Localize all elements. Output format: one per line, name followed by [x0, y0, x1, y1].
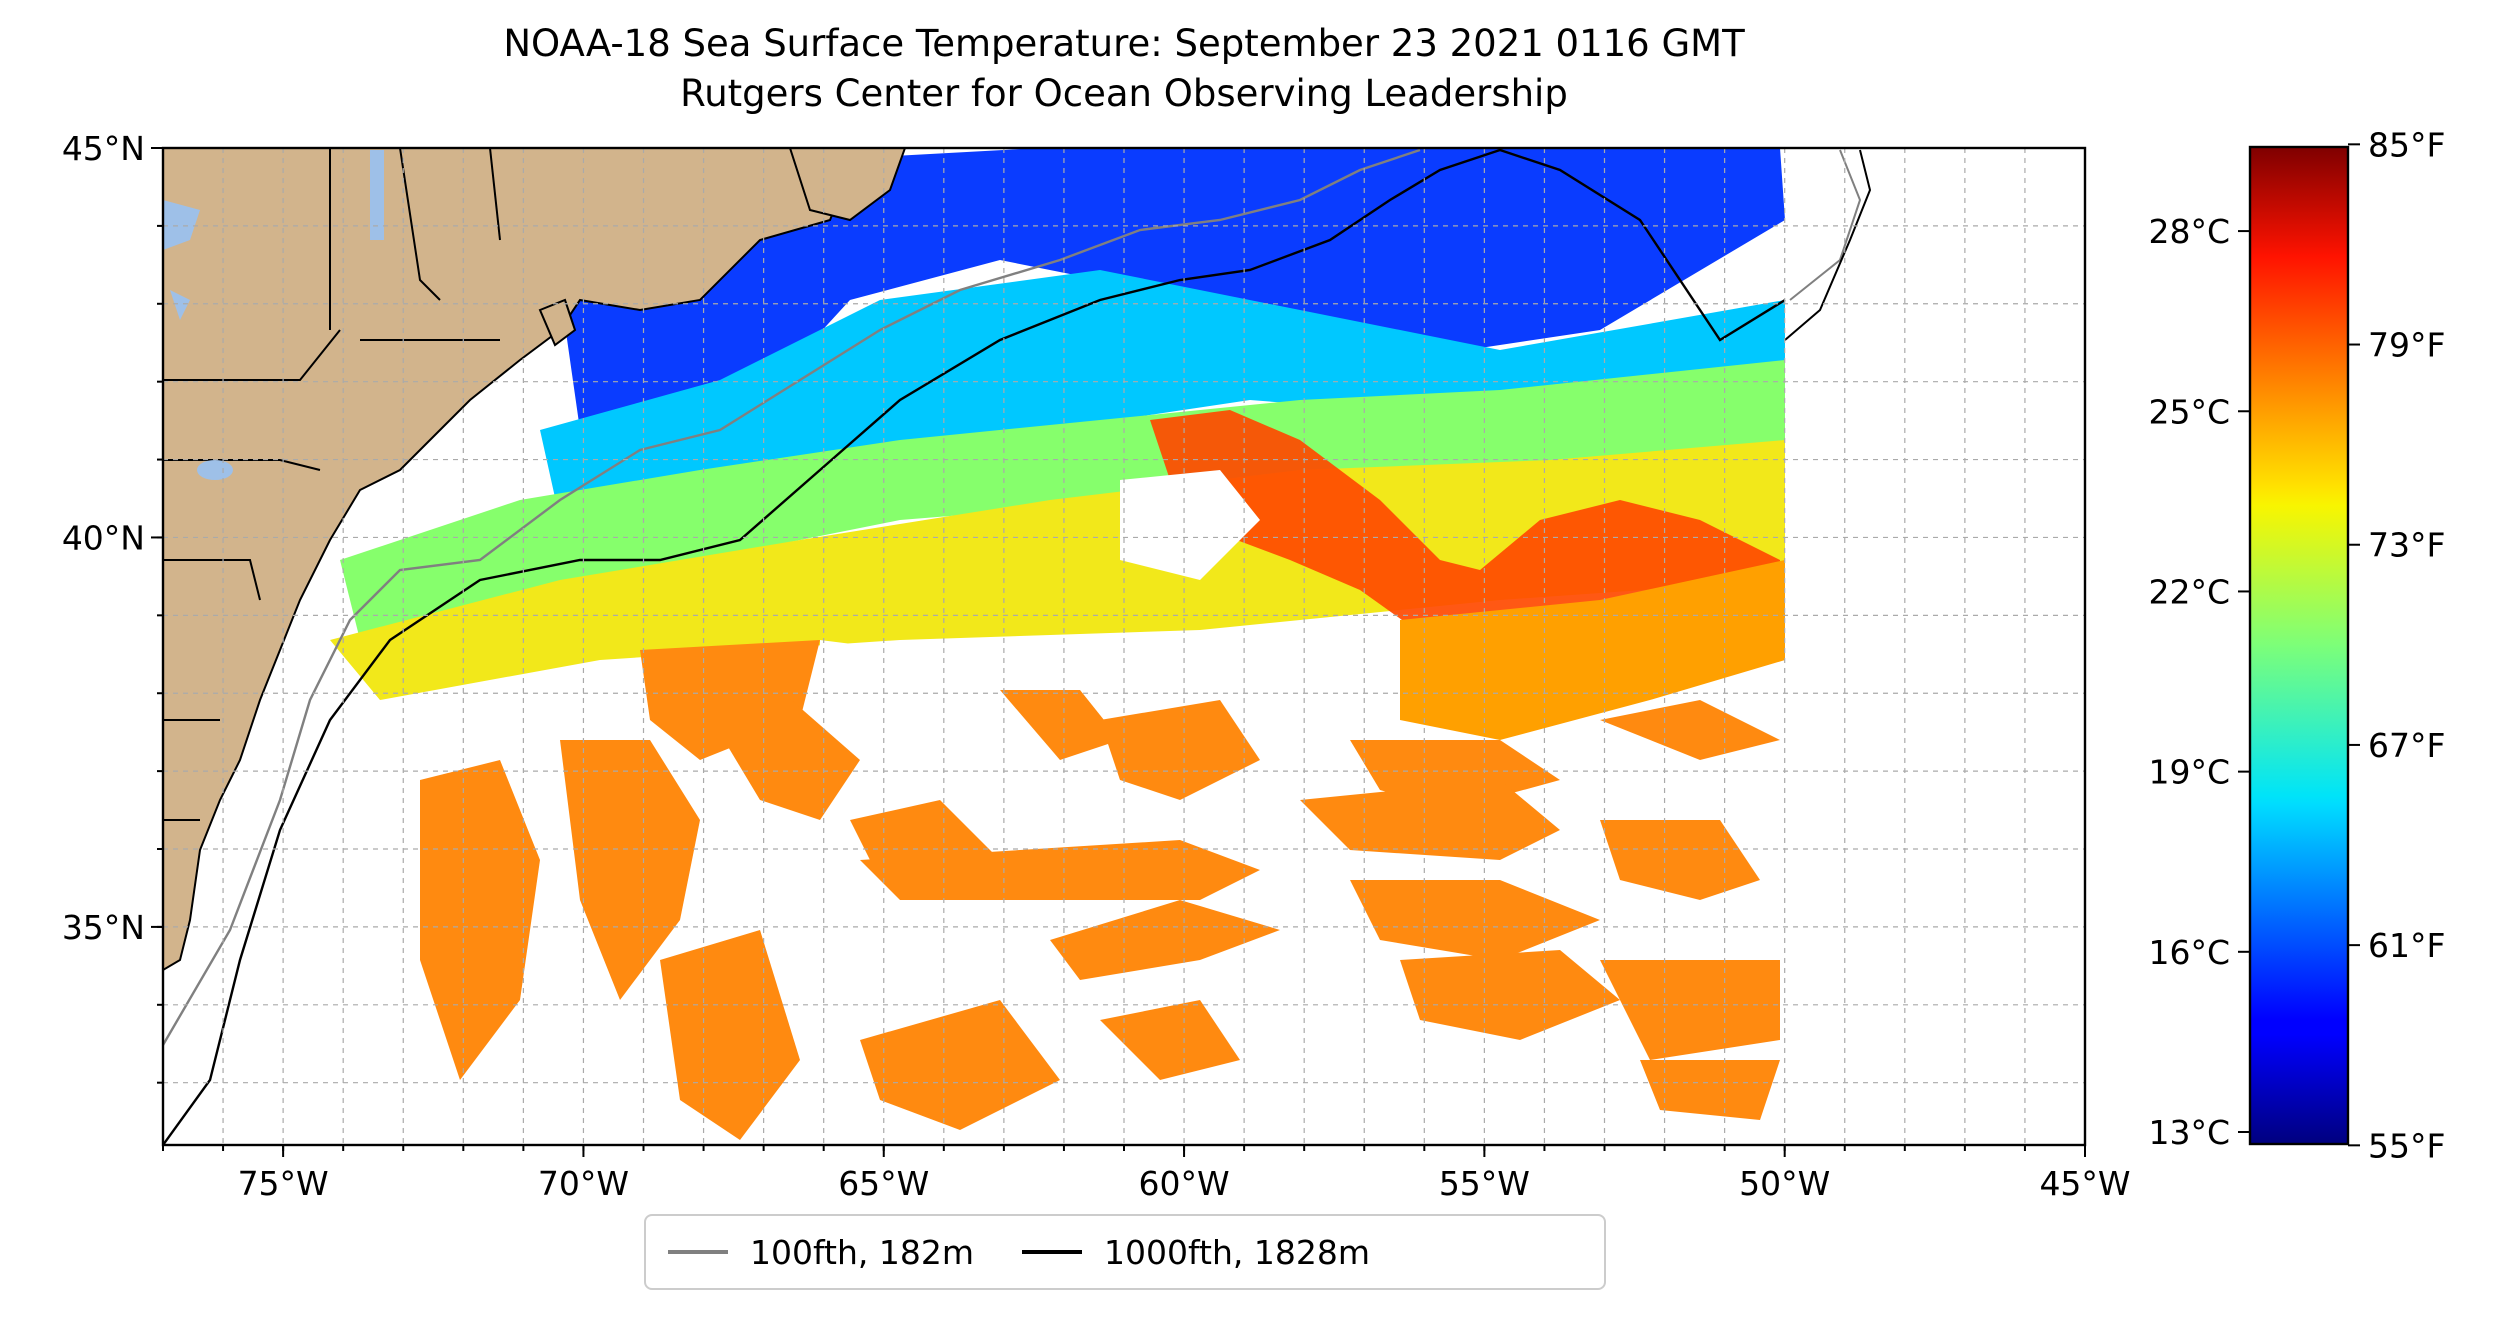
contour-100fth [163, 148, 1421, 1046]
contour-legend: 100fth, 182m 1000fth, 1828m [644, 1214, 1606, 1290]
lat-tick-label: 35°N [62, 908, 145, 947]
fahrenheit-tick-label: 85°F [2368, 125, 2445, 164]
fahrenheit-tick-label: 73°F [2368, 526, 2445, 565]
map-panel [163, 148, 2085, 1145]
colorbar-celsius-axis: 13°C 16°C 19°C 22°C 25°C 28°C [2148, 212, 2250, 1152]
sst-yellow-band [330, 440, 1785, 700]
celsius-tick-label: 13°C [2148, 1113, 2230, 1152]
colorbar-fahrenheit-axis: 55°F 61°F 67°F 73°F 79°F 85°F [2348, 125, 2445, 1165]
contour-east [1789, 149, 1862, 301]
map-title: NOAA-18 Sea Surface Temperature: Septemb… [503, 22, 1745, 65]
land-nova-scotia [788, 148, 907, 222]
land-north-america [163, 148, 906, 972]
sst-southern-patches [420, 640, 1780, 1140]
celsius-tick-label: 25°C [2148, 392, 2230, 431]
lon-tick-label: 45°W [2039, 1164, 2130, 1203]
legend-label-1000fth: 1000fth, 1828m [1104, 1232, 1370, 1272]
sst-cloud-patch [820, 470, 1260, 700]
sst-cyan-band [540, 270, 1785, 540]
fahrenheit-tick-label: 55°F [2368, 1126, 2445, 1165]
celsius-tick-label: 28°C [2148, 212, 2230, 251]
sst-orange-east [1400, 560, 1785, 740]
celsius-tick-label: 19°C [2148, 753, 2230, 792]
colorbar [2250, 147, 2348, 1144]
legend-line-1000fth [1022, 1250, 1082, 1254]
sst-cold-shelf [560, 148, 1785, 470]
lakes [163, 150, 384, 480]
state-borders [163, 148, 501, 821]
sst-field [330, 148, 2085, 1145]
lat-axis: 45°N 40°N 35°N [62, 129, 163, 1084]
legend-line-100fth [668, 1250, 728, 1254]
celsius-tick-label: 22°C [2148, 572, 2230, 611]
lon-axis: 75°W 70°W 65°W 60°W 55°W 50°W 45°W [162, 1145, 2131, 1203]
fahrenheit-tick-label: 61°F [2368, 926, 2445, 965]
lon-tick-label: 75°W [238, 1164, 329, 1203]
sst-no-data-east [1785, 148, 2085, 1145]
fahrenheit-tick-label: 67°F [2368, 726, 2445, 765]
lon-tick-label: 70°W [538, 1164, 629, 1203]
lon-tick-label: 50°W [1739, 1164, 1830, 1203]
contour-east-black [1784, 149, 1872, 341]
legend-item-100fth: 100fth, 182m [668, 1233, 974, 1272]
map-subtitle: Rutgers Center for Ocean Observing Leade… [680, 72, 1568, 115]
lon-tick-label: 60°W [1139, 1164, 1230, 1203]
lat-tick-label: 40°N [62, 518, 145, 557]
celsius-tick-label: 16°C [2148, 933, 2230, 972]
legend-label-100fth: 100fth, 182m [750, 1232, 974, 1272]
colorbar-frame [2248, 145, 2350, 1146]
lon-tick-label: 65°W [838, 1164, 929, 1203]
land [163, 148, 907, 972]
contour-1000fth [163, 148, 1786, 1145]
lon-tick-label: 55°W [1439, 1164, 1530, 1203]
legend-item-1000fth: 1000fth, 1828m [1022, 1233, 1370, 1272]
fahrenheit-tick-label: 79°F [2368, 326, 2445, 365]
lat-tick-label: 45°N [62, 129, 145, 168]
